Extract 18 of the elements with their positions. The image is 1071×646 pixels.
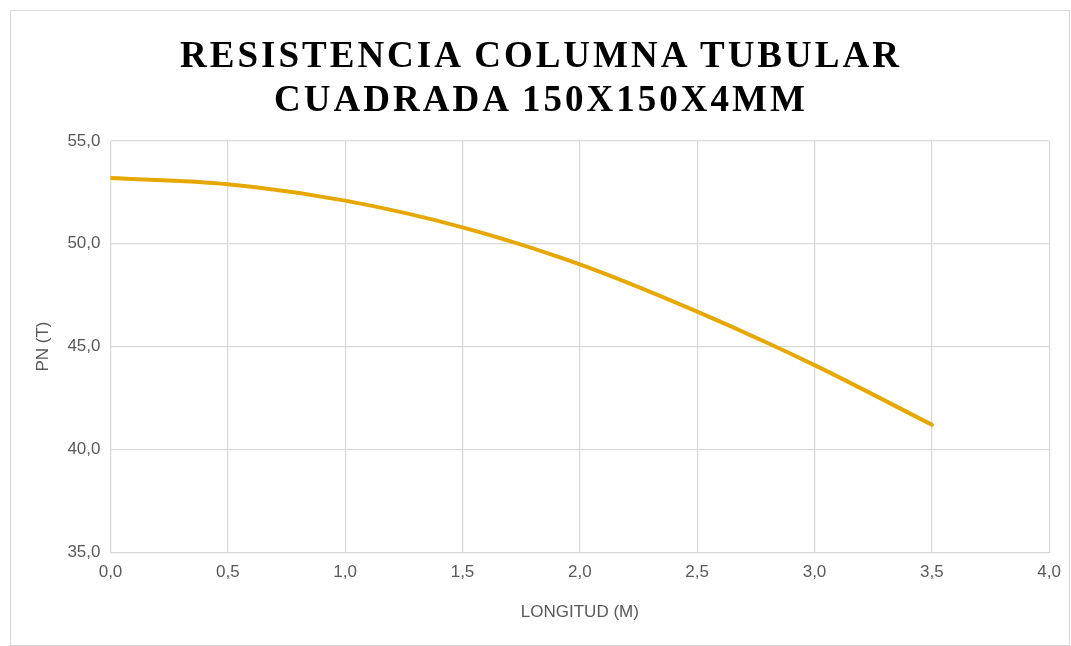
x-axis-title: LONGITUD (M) (520, 602, 639, 622)
line-series (110, 176, 934, 427)
x-tick-label: 1,5 (450, 562, 475, 582)
x-tick-label: 1,0 (333, 562, 357, 582)
y-axis-title: PN (T) (32, 321, 52, 372)
x-tick-label: 3,5 (920, 562, 944, 582)
x-tick-label: 2,5 (685, 562, 709, 582)
y-tick-label: 45,0 (67, 336, 101, 356)
y-tick-label: 50,0 (67, 233, 101, 253)
y-tick-label: 55,0 (67, 130, 101, 150)
chart-title: RESISTENCIA COLUMNA TUBULAR CUADRADA 150X150X4MM (179, 33, 903, 121)
x-tick-label: 0,5 (216, 562, 240, 582)
x-tick-label: 3,0 (802, 562, 827, 582)
x-tick-label: 2,0 (568, 562, 592, 582)
x-tick-label: 0,0 (98, 562, 123, 582)
x-tick-label: 4,0 (1037, 562, 1061, 582)
y-tick-label: 35,0 (67, 541, 101, 561)
y-tick-label: 40,0 (67, 439, 101, 459)
